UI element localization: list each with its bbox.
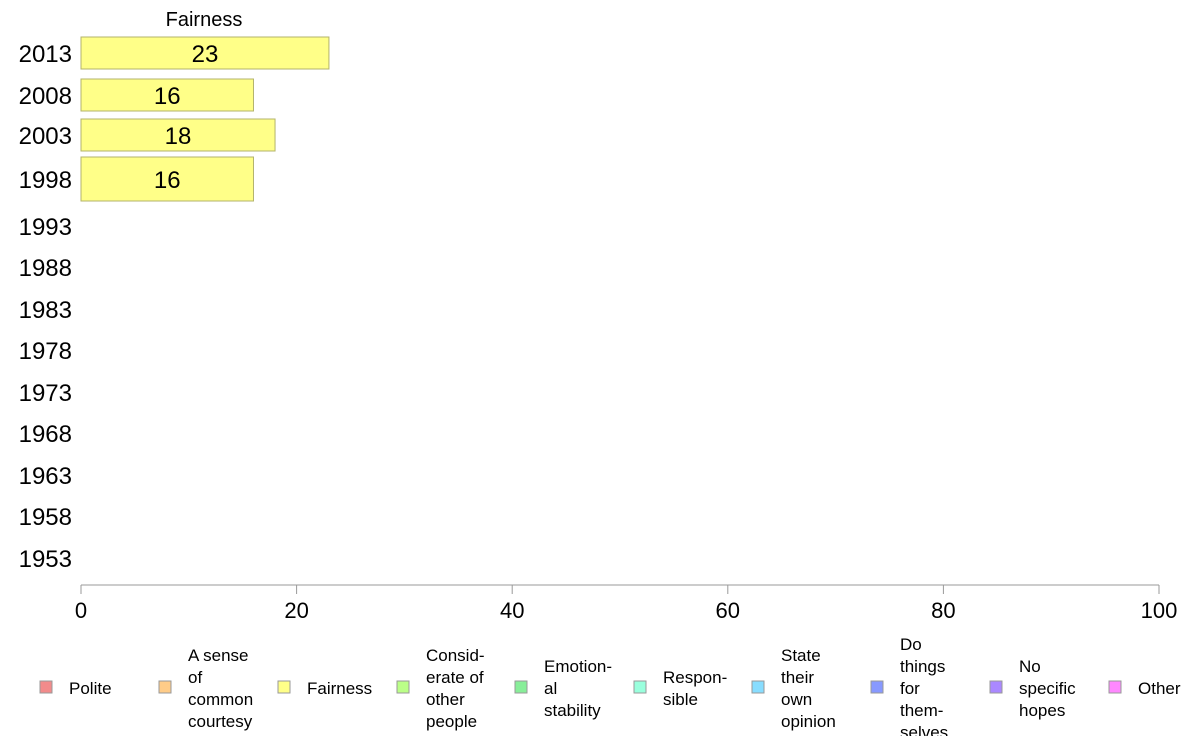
legend-label: A sense of common courtesy: [188, 646, 253, 731]
legend: Polite A sense of common courtesy Fairness Con…: [39, 635, 1181, 736]
x-tick-label-60: 60: [716, 598, 740, 623]
legend-swatch: [39, 680, 53, 694]
legend-label: Fairness: [307, 679, 372, 698]
year-label-1978: 1978: [19, 338, 72, 365]
legend-label: No specific hopes: [1019, 657, 1076, 720]
chart-title: Fairness: [166, 9, 243, 31]
x-tick-label-100: 100: [1141, 598, 1178, 623]
legend-item-5: Emotion-al stability: [514, 657, 612, 720]
legend-label: Polite: [69, 679, 112, 698]
legend-swatch: [277, 680, 291, 694]
year-label-2003: 2003: [19, 123, 72, 150]
year-labels: 2013 2008 2003 1998 1993 1988 1983 1978 1973 1968…: [19, 41, 72, 573]
legend-item-4: Consid-erate of other people: [396, 646, 485, 731]
legend-label: Emotion-al stability: [544, 657, 612, 720]
year-label-1958: 1958: [19, 504, 72, 531]
legend-label: State their own opinion: [781, 646, 836, 731]
bar-1998: [80, 156, 254, 202]
legend-item-10: Other: [1108, 679, 1181, 698]
bars: 23 16 18 16: [80, 36, 330, 202]
legend-label: Do things for them-selves: [900, 635, 948, 736]
bar-2013: [80, 36, 330, 70]
legend-item-2: A sense of common courtesy: [158, 646, 253, 731]
year-label-1963: 1963: [19, 463, 72, 490]
legend-swatch: [158, 680, 172, 694]
year-label-1953: 1953: [19, 546, 72, 573]
x-axis: 0 20 40 60 80 100: [75, 584, 1178, 623]
legend-swatch: [396, 680, 410, 694]
legend-item-7: State their own opinion: [751, 646, 836, 731]
year-label-2013: 2013: [19, 41, 72, 68]
year-label-1973: 1973: [19, 380, 72, 407]
bar-label-2013: 23: [192, 41, 219, 68]
legend-swatch: [633, 680, 647, 694]
x-tick-label-0: 0: [75, 598, 87, 623]
legend-swatch: [989, 680, 1003, 694]
legend-swatch: [751, 680, 765, 694]
year-label-1993: 1993: [19, 214, 72, 241]
legend-swatch: [514, 680, 528, 694]
legend-item-8: Do things for them-selves: [870, 635, 948, 736]
bar-2008: [80, 78, 254, 112]
x-tick-label-20: 20: [284, 598, 308, 623]
legend-item-6: Respon-sible: [633, 668, 727, 709]
bar-label-2003: 18: [165, 123, 192, 150]
year-label-1983: 1983: [19, 297, 72, 324]
legend-item-1: Polite: [39, 679, 112, 698]
bar-label-2008: 16: [154, 83, 181, 110]
year-label-2008: 2008: [19, 83, 72, 110]
legend-label: Consid-erate of other people: [426, 646, 485, 731]
legend-item-3: Fairness: [277, 679, 372, 698]
legend-label: Respon-sible: [663, 668, 727, 709]
legend-swatch: [1108, 680, 1122, 694]
legend-item-9: No specific hopes: [989, 657, 1076, 720]
year-label-1988: 1988: [19, 255, 72, 282]
year-label-1968: 1968: [19, 421, 72, 448]
x-tick-label-80: 80: [931, 598, 955, 623]
x-tick-label-40: 40: [500, 598, 524, 623]
bar-2003: [80, 118, 276, 152]
legend-swatch: [870, 680, 884, 694]
year-label-1998: 1998: [19, 167, 72, 194]
legend-label: Other: [1138, 679, 1181, 698]
bar-label-1998: 16: [154, 167, 181, 194]
